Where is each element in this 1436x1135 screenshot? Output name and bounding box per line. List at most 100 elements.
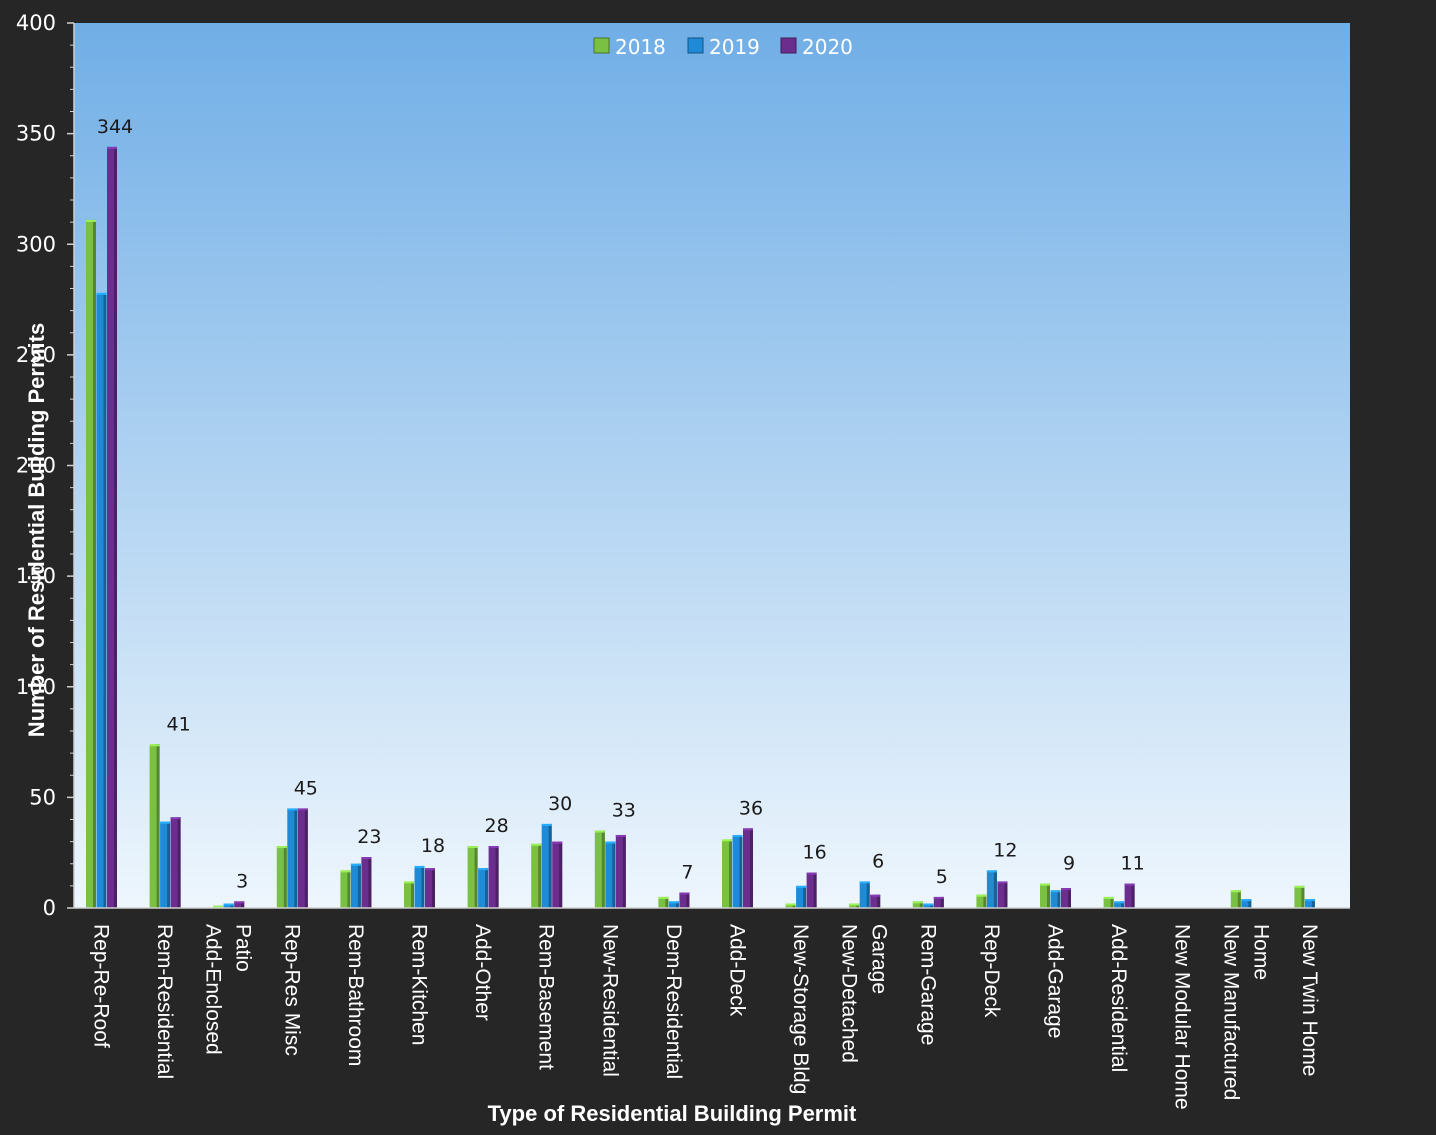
- bar-top: [594, 830, 605, 833]
- bar: [361, 857, 372, 908]
- bar-shade: [792, 903, 796, 908]
- bar-shade: [612, 841, 616, 908]
- y-axis-title: Number of Residential Building Permits: [24, 323, 49, 737]
- y-tick-label: 250: [16, 343, 56, 367]
- bar-shade: [665, 896, 669, 908]
- data-label: 5: [936, 866, 948, 888]
- bar: [1124, 883, 1135, 908]
- data-labels: 344 41 3 45 23 18 28 30 33 7 36 16 6 5 12 9 11: [97, 116, 1145, 892]
- bar: [859, 881, 870, 908]
- x-axis-title: Type of Residential Building Permit: [488, 1101, 857, 1126]
- bar-top: [923, 903, 934, 906]
- bar-top: [223, 903, 234, 906]
- bar-top: [404, 881, 414, 884]
- x-tick-label: Add-Enclosed: [202, 924, 225, 1055]
- bar-shade: [230, 903, 234, 908]
- bar-top: [849, 903, 860, 906]
- bar: [149, 744, 160, 908]
- data-label: 41: [167, 713, 191, 735]
- bar-top: [361, 857, 372, 860]
- bar: [1050, 890, 1061, 908]
- x-tick-label: Add-Deck: [726, 924, 749, 1017]
- legend-swatch: [780, 37, 797, 54]
- bar-top: [213, 905, 224, 908]
- bar: [1114, 901, 1125, 908]
- bar-top: [605, 841, 616, 844]
- bar: [722, 839, 732, 908]
- bar: [297, 808, 308, 908]
- bar-shade: [1121, 901, 1125, 908]
- x-tick-label: New Manufactured: [1219, 924, 1242, 1100]
- bar-top: [1050, 890, 1061, 893]
- bar-top: [806, 872, 817, 875]
- bar: [223, 903, 234, 908]
- x-tick-label: Rep-Res Misc: [280, 924, 303, 1056]
- bar-shade: [856, 903, 860, 908]
- bar-top: [488, 846, 499, 849]
- x-tick-label: Add-Garage: [1044, 924, 1067, 1038]
- data-label: 28: [485, 815, 509, 837]
- bar-shade: [877, 894, 881, 908]
- bar-shade: [813, 872, 817, 908]
- bar-shade: [803, 885, 807, 908]
- bar-top: [478, 868, 489, 871]
- bar: [350, 863, 361, 908]
- bar-shade: [622, 834, 626, 908]
- bar: [594, 830, 605, 908]
- bar-top: [1124, 883, 1135, 886]
- plot-area: [74, 23, 1350, 908]
- bar-shade: [368, 857, 372, 908]
- bar: [276, 846, 287, 908]
- bar-top: [86, 219, 96, 222]
- bar: [478, 868, 489, 908]
- bar: [234, 901, 245, 908]
- bar-top: [976, 894, 987, 897]
- bar-shade: [675, 901, 679, 908]
- bar-shade: [1004, 881, 1008, 908]
- bar-shade: [177, 817, 181, 908]
- bar-shade: [739, 834, 743, 908]
- legend-label: 2018: [615, 35, 666, 59]
- bar-shade: [474, 846, 478, 908]
- bar: [923, 903, 934, 908]
- bar-shade: [421, 865, 425, 908]
- bar: [1241, 899, 1252, 908]
- bar: [96, 292, 107, 908]
- bar-top: [287, 808, 298, 811]
- bar: [870, 894, 881, 908]
- x-tick-label: Dem-Residential: [662, 924, 685, 1079]
- bar-shade: [485, 868, 489, 908]
- bar-top: [1304, 899, 1315, 902]
- bar-top: [722, 839, 732, 842]
- bar-top: [997, 881, 1008, 884]
- bar-top: [679, 892, 690, 895]
- bar-top: [467, 846, 478, 849]
- bar-shade: [940, 896, 944, 908]
- y-tick-label: 100: [16, 675, 56, 699]
- x-tick-label: New Twin Home: [1298, 924, 1321, 1077]
- bar-top: [1241, 899, 1252, 902]
- bar-top: [1114, 901, 1125, 904]
- bar-shade: [167, 821, 171, 908]
- bar: [404, 881, 414, 908]
- data-label: 6: [872, 850, 884, 872]
- bar: [1040, 883, 1050, 908]
- bar: [796, 885, 807, 908]
- x-tick-label: Rem-Residential: [153, 924, 176, 1079]
- bar-top: [658, 896, 669, 899]
- bar: [976, 894, 987, 908]
- x-tick-label: New-Detached: [838, 924, 861, 1063]
- x-tick-label: Garage: [868, 924, 891, 994]
- data-label: 3: [236, 870, 248, 892]
- bar: [912, 901, 923, 908]
- bar-top: [743, 828, 753, 831]
- bar-shade: [411, 881, 414, 908]
- bar-shade: [538, 843, 542, 908]
- bar-shade: [1110, 896, 1114, 908]
- bar: [488, 846, 499, 908]
- bar: [615, 834, 626, 908]
- bar-top: [615, 834, 626, 837]
- data-label: 344: [97, 116, 133, 138]
- bar-top: [933, 896, 944, 899]
- bar-top: [552, 841, 563, 844]
